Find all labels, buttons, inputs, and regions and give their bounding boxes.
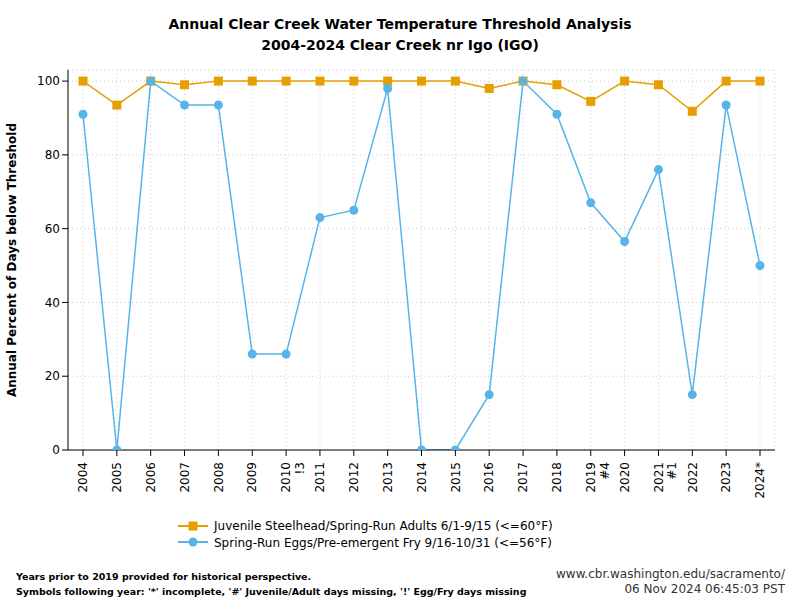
svg-text:2016: 2016 [482,462,496,493]
html-text:2004-2024 Clear Creek nr Igo (: 2004-2024 Clear Creek nr Igo (IGO) [261,37,539,53]
html-text:Symbols following year: '*' in: Symbols following year: '*' incomplete, … [16,586,527,597]
svg-text:2015: 2015 [449,462,463,493]
svg-text:2008: 2008 [212,462,226,493]
svg-text:2019#4: 2019#4 [584,462,612,493]
svg-text:0: 0 [52,443,60,457]
svg-text:2024*: 2024* [753,462,767,499]
svg-text:40: 40 [45,296,60,310]
html-text:06 Nov 2024 06:45:03 PST: 06 Nov 2024 06:45:03 PST [624,582,785,596]
svg-text:2010!3: 2010!3 [279,462,307,493]
html-text:Years prior to 2019 provided f: Years prior to 2019 provided for histori… [16,571,312,582]
svg-text:20: 20 [45,369,60,383]
svg-text:2009: 2009 [245,462,259,493]
html-text:Annual Clear Creek Water Tempe: Annual Clear Creek Water Temperature Thr… [168,16,632,32]
svg-text:2004: 2004 [76,462,90,493]
svg-text:2017: 2017 [516,462,530,493]
svg-text:2011: 2011 [313,462,327,493]
svg-text:80: 80 [45,148,60,162]
svg-text:2006: 2006 [144,462,158,493]
html-text:Spring-Run Eggs/Pre-emergent F: Spring-Run Eggs/Pre-emergent Fry 9/16-10… [214,535,552,549]
html-text:www.cbr.washington.edu/sacrame: www.cbr.washington.edu/sacramento/ [556,567,785,581]
svg-text:2005: 2005 [110,462,124,493]
svg-text:100: 100 [37,74,60,88]
svg-text:2022: 2022 [686,462,700,493]
svg-text:2021#1: 2021#1 [652,462,680,493]
svg-text:2007: 2007 [178,462,192,493]
svg-text:2013: 2013 [381,462,395,493]
svg-text:Annual Percent of Days below T: Annual Percent of Days below Threshold [8,123,19,397]
svg-text:2020: 2020 [618,462,632,493]
svg-text:2012: 2012 [347,462,361,493]
html-text:Juvenile Steelhead/Spring-Run: Juvenile Steelhead/Spring-Run Adults 6/1… [214,518,553,533]
svg-text:2018: 2018 [550,462,564,493]
svg-text:60: 60 [45,222,60,236]
svg-text:2014: 2014 [415,462,429,493]
svg-text:2023: 2023 [719,462,733,493]
